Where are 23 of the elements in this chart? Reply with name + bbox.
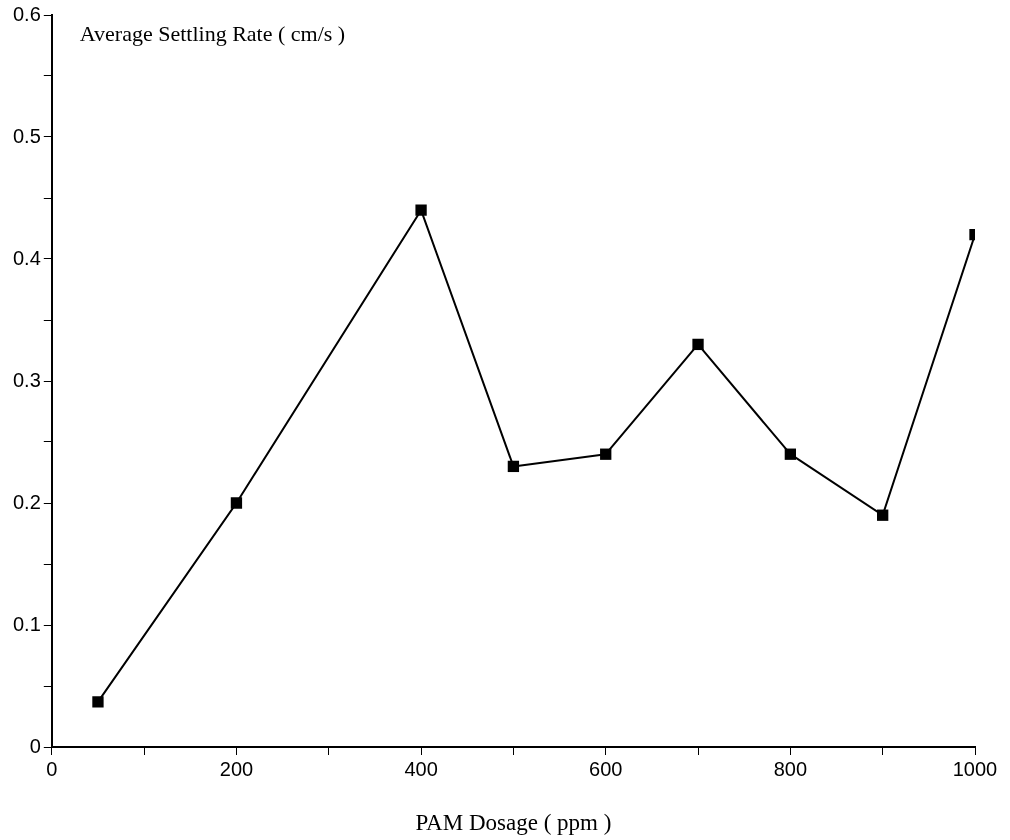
y-axis-title: Average Settling Rate ( cm/s ): [79, 20, 346, 46]
y-tick-label: 0.6: [12, 2, 41, 25]
y-tick-label: 0.1: [12, 612, 41, 635]
point: [92, 696, 104, 708]
y-tick-label: 0.5: [12, 124, 41, 147]
x-tick-label: 1000: [952, 757, 998, 780]
point: [784, 448, 797, 460]
x-tick-label: 200: [219, 757, 254, 780]
point: [507, 460, 520, 473]
x-tick-label: 800: [773, 757, 808, 780]
point: [230, 497, 243, 509]
point: [692, 338, 704, 351]
point: [415, 204, 427, 216]
x-tick-label: 400: [404, 757, 438, 780]
y-tick-label: 0: [29, 734, 41, 757]
point: [877, 509, 889, 521]
y-tick-label: 0.2: [12, 490, 41, 513]
x-tick-label: 0: [46, 757, 58, 780]
x-axis-title: PAM Dosage ( ppm ): [415, 809, 612, 835]
x-tick-label: 600: [589, 757, 623, 780]
y-tick-label: 0.3: [12, 368, 41, 391]
y-tick-label: 0.4: [12, 246, 41, 269]
point: [600, 448, 612, 460]
